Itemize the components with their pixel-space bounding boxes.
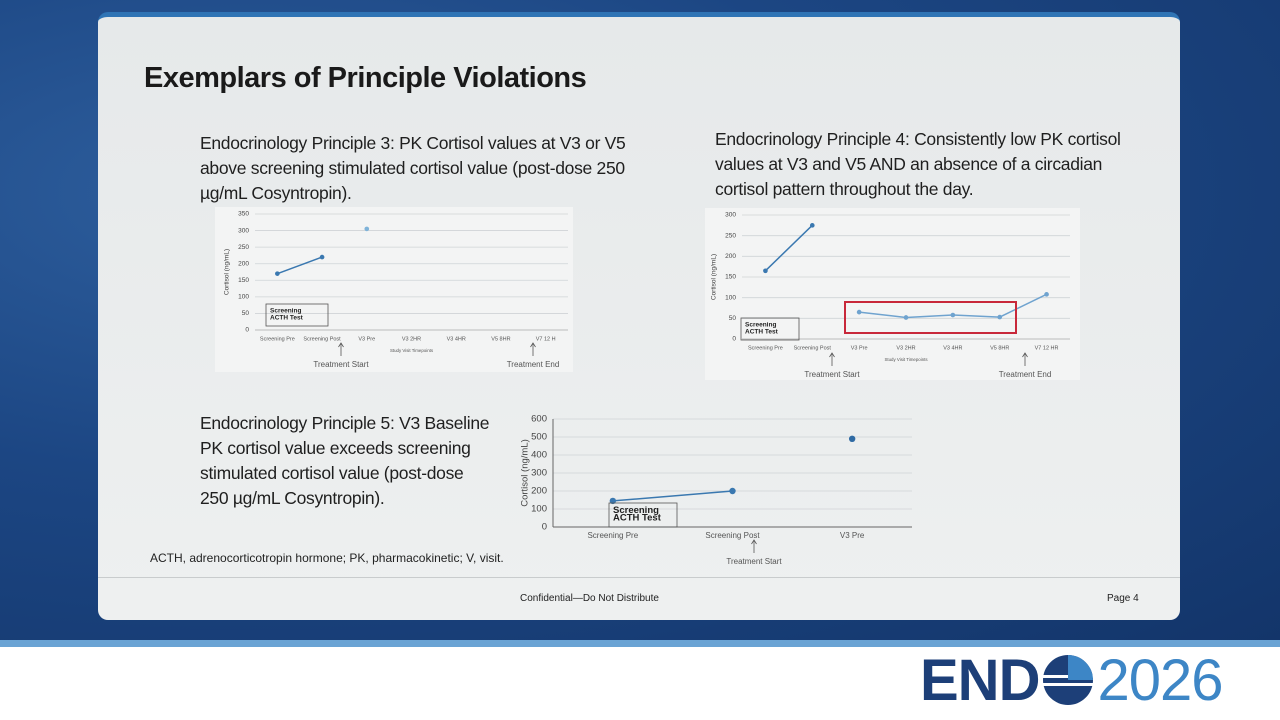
principle-text: Endocrinology Principle 3: PK Cortisol v… xyxy=(200,133,626,203)
annotation-text: ACTH Test xyxy=(270,314,304,321)
y-tick-label: 300 xyxy=(725,212,736,219)
point xyxy=(856,309,862,315)
annotation-box xyxy=(265,303,329,327)
x-tick-label: V3 2HR xyxy=(402,336,421,342)
x-tick-label: V3 2HR xyxy=(896,345,915,351)
annotation-text: Screening xyxy=(270,308,301,315)
y-tick-label: 250 xyxy=(725,232,736,239)
point xyxy=(275,271,280,276)
y-tick-label: 200 xyxy=(531,486,547,497)
point xyxy=(950,312,956,318)
y-tick-label: 0 xyxy=(245,327,249,334)
point xyxy=(997,314,1003,320)
footer: Confidential—Do Not Distribute xyxy=(520,593,659,604)
page-number: Page 4 xyxy=(1107,593,1139,604)
point xyxy=(848,435,856,442)
arrow-head xyxy=(829,352,835,358)
x-tick-label: Screening Pre xyxy=(587,531,638,540)
arrow-head xyxy=(338,342,344,348)
y-tick-label: 150 xyxy=(725,274,736,281)
y-tick-label: 100 xyxy=(238,294,249,301)
x-tick-label: V3 Pre xyxy=(851,345,868,351)
annotation-text: Treatment Start xyxy=(804,370,860,379)
y-tick-label: 200 xyxy=(725,253,736,260)
logo: END 2026 xyxy=(920,648,1224,713)
series-line xyxy=(612,490,733,502)
y-axis-label: Cortisol (ng/mL) xyxy=(520,439,531,507)
x-tick-label: V5 8HR xyxy=(990,345,1009,351)
divider-strip xyxy=(0,640,1280,647)
y-axis-label: Cortisol (ng/mL) xyxy=(224,249,231,295)
x-tick-label: V3 4HR xyxy=(447,336,466,342)
y-tick-label: 100 xyxy=(531,504,547,515)
logo-year: 2026 xyxy=(1097,647,1223,713)
x-tick-label: V5 8HR xyxy=(491,336,510,342)
point xyxy=(729,487,736,495)
y-tick-label: 150 xyxy=(238,277,249,284)
point xyxy=(609,497,617,505)
x-tick-label: Screening Post xyxy=(303,336,341,342)
annotation-box xyxy=(608,502,678,528)
y-tick-label: 500 xyxy=(531,432,547,443)
x-tick-label: V3 Pre xyxy=(358,336,375,342)
annotation-text: Treatment Start xyxy=(726,557,782,566)
arrow-head xyxy=(751,539,757,545)
annotation-text: Screening xyxy=(745,322,776,329)
annotation-text: Treatment End xyxy=(999,370,1052,379)
annotation-box xyxy=(740,317,800,341)
y-tick-label: 0 xyxy=(542,522,547,533)
annotation-text: ACTH Test xyxy=(613,513,662,524)
point xyxy=(319,254,325,260)
point xyxy=(903,315,909,320)
arrow-head xyxy=(1022,352,1028,358)
x-tick-label: V3 Pre xyxy=(840,531,865,540)
x-tick-label: Screening Post xyxy=(705,531,760,540)
x-tick-label: Screening Post xyxy=(794,345,832,351)
y-tick-label: 50 xyxy=(729,315,737,322)
x-tick-label: V7 12 HR xyxy=(1035,345,1059,351)
annotation-text: Treatment End xyxy=(507,360,560,369)
logo-text: END xyxy=(920,647,1040,713)
series-line xyxy=(764,224,813,272)
chart-background xyxy=(215,207,573,372)
point xyxy=(763,268,768,274)
y-tick-label: 0 xyxy=(732,336,736,343)
x-axis-label: Study Visit Timepoints xyxy=(390,348,434,353)
x-tick-label: V3 4HR xyxy=(943,345,962,351)
y-tick-label: 100 xyxy=(725,294,736,301)
y-tick-label: 50 xyxy=(242,310,250,317)
x-tick-label: Screening Pre xyxy=(748,345,783,351)
annotation-text: Treatment Start xyxy=(313,360,369,369)
y-tick-label: 300 xyxy=(238,227,249,234)
y-axis-label: Cortisol (ng/mL) xyxy=(711,254,718,300)
arrow-head xyxy=(530,342,536,348)
point xyxy=(1044,292,1049,297)
y-tick-label: 300 xyxy=(531,468,547,479)
footnote: ACTH, adrenocorticotropin hormone; PK, p… xyxy=(150,551,504,565)
x-tick-label: Screening Pre xyxy=(260,336,295,342)
annotation-text: ACTH Test xyxy=(745,328,779,335)
principle-text: Endocrinology Principle 5: V3 Baseline P… xyxy=(200,413,490,508)
principle-text: Endocrinology Principle 4: Consistently … xyxy=(715,129,1121,199)
y-tick-label: 250 xyxy=(238,244,249,251)
point xyxy=(364,226,370,232)
point xyxy=(809,223,815,228)
annotation-text: Screening xyxy=(613,505,659,516)
y-tick-label: 200 xyxy=(238,260,249,267)
chart-background xyxy=(705,208,1080,380)
series-line xyxy=(277,256,323,275)
y-tick-label: 600 xyxy=(531,414,547,425)
highlight-box xyxy=(844,301,1017,334)
logo-globe xyxy=(1041,655,1096,705)
y-tick-label: 350 xyxy=(238,211,249,218)
x-tick-label: V7 12 H xyxy=(536,336,556,342)
slide-title: Exemplars of Principle Violations xyxy=(144,62,587,94)
x-axis-label: Study Visit Timepoints xyxy=(884,357,928,362)
y-tick-label: 400 xyxy=(531,450,547,461)
footer-rule xyxy=(98,577,1180,578)
